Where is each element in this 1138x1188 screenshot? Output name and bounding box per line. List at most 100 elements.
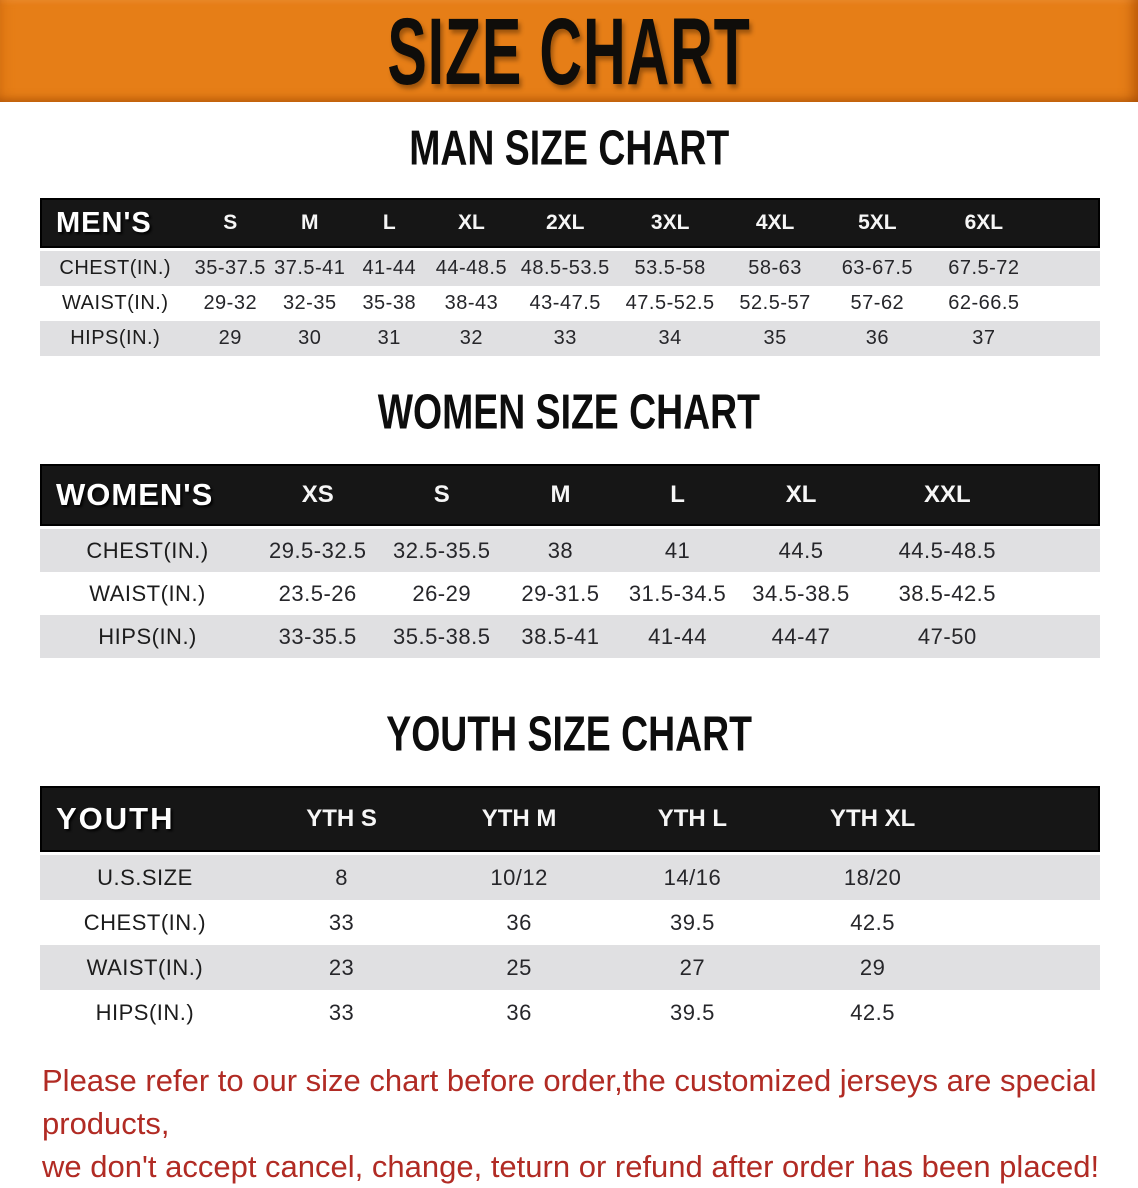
youth-table-header-row: YOUTH YTH S YTH M YTH L YTH XL bbox=[40, 786, 1100, 852]
measurement-row: WAIST(IN.) 23.5-26 26-29 29-31.5 31.5-34.5 34… bbox=[40, 572, 1100, 615]
measurement-row-label: CHEST(IN.) bbox=[40, 900, 250, 945]
size-value-cell: 52.5-57 bbox=[723, 286, 827, 321]
size-value-cell: 35 bbox=[723, 321, 827, 356]
size-value-cell: 44.5-48.5 bbox=[864, 529, 1030, 572]
size-value-cell: 31 bbox=[349, 321, 430, 356]
size-value-cell: 23 bbox=[249, 945, 434, 990]
row-filler bbox=[1039, 251, 1100, 286]
header-spacer-cell bbox=[40, 248, 1100, 251]
size-value-cell: 34 bbox=[616, 321, 724, 356]
size-value-cell: 38-43 bbox=[429, 286, 514, 321]
size-value-cell: 36 bbox=[826, 321, 929, 356]
size-value-cell: 57-62 bbox=[826, 286, 929, 321]
measurement-row: WAIST(IN.) 23 25 27 29 bbox=[40, 945, 1100, 990]
size-column-header: XS bbox=[255, 464, 381, 526]
size-value-cell: 35.5-38.5 bbox=[380, 615, 504, 658]
measurement-row-label: HIPS(IN.) bbox=[40, 615, 256, 658]
women-table-header-row: WOMEN'S XS S M L XL XXL bbox=[40, 464, 1100, 526]
size-value-cell: 33-35.5 bbox=[255, 615, 381, 658]
size-column-header: 6XL bbox=[928, 198, 1040, 248]
size-value-cell: 58-63 bbox=[723, 251, 827, 286]
measurement-row-label: CHEST(IN.) bbox=[40, 529, 256, 572]
size-value-cell: 63-67.5 bbox=[826, 251, 929, 286]
measurement-row: WAIST(IN.) 29-32 32-35 35-38 38-43 43-47.5 47.… bbox=[40, 286, 1100, 321]
size-value-cell: 27 bbox=[604, 945, 780, 990]
size-column-header: XL bbox=[737, 464, 865, 526]
size-value-cell: 38 bbox=[503, 529, 618, 572]
row-filler bbox=[965, 990, 1100, 1035]
size-value-cell: 32 bbox=[429, 321, 514, 356]
size-value-cell: 18/20 bbox=[779, 855, 966, 900]
row-filler bbox=[1029, 529, 1100, 572]
size-column-header: S bbox=[190, 198, 271, 248]
row-filler bbox=[965, 900, 1100, 945]
measurement-row: U.S.SIZE 8 10/12 14/16 18/20 bbox=[40, 855, 1100, 900]
header-spacer-cell bbox=[40, 852, 1100, 855]
youth-section-title-text: YOUTH SIZE CHART bbox=[386, 707, 752, 762]
measurement-row-label: WAIST(IN.) bbox=[40, 945, 250, 990]
measurement-row-label: HIPS(IN.) bbox=[40, 321, 191, 356]
measurement-row-label: HIPS(IN.) bbox=[40, 990, 250, 1035]
size-value-cell: 62-66.5 bbox=[928, 286, 1040, 321]
women-section-title-text: WOMEN SIZE CHART bbox=[377, 385, 761, 440]
size-column-header: M bbox=[503, 464, 618, 526]
men-size-table: MEN'S S M L XL 2XL 3XL 4XL 5XL 6XL CHEST(IN.) 35-37… bbox=[40, 198, 1100, 356]
measurement-row: HIPS(IN.) 33-35.5 35.5-38.5 38.5-41 41-44 44-… bbox=[40, 615, 1100, 658]
size-value-cell: 44-47 bbox=[737, 615, 865, 658]
header-filler bbox=[1029, 464, 1100, 526]
size-value-cell: 14/16 bbox=[604, 855, 780, 900]
banner-title: SIZE CHART bbox=[387, 0, 751, 105]
row-filler bbox=[1039, 321, 1100, 356]
size-value-cell: 26-29 bbox=[380, 572, 504, 615]
size-value-cell: 36 bbox=[433, 900, 605, 945]
size-column-header: YTH M bbox=[433, 786, 605, 852]
size-value-cell: 43-47.5 bbox=[513, 286, 617, 321]
size-column-header: 3XL bbox=[616, 198, 724, 248]
row-filler bbox=[1029, 572, 1100, 615]
size-value-cell: 34.5-38.5 bbox=[737, 572, 865, 615]
header-spacer-row bbox=[40, 248, 1100, 251]
size-value-cell: 42.5 bbox=[779, 990, 966, 1035]
size-value-cell: 47-50 bbox=[864, 615, 1030, 658]
size-value-cell: 32.5-35.5 bbox=[380, 529, 504, 572]
size-column-header: 4XL bbox=[723, 198, 827, 248]
size-value-cell: 29-32 bbox=[190, 286, 271, 321]
size-value-cell: 33 bbox=[249, 990, 434, 1035]
measurement-row: CHEST(IN.) 35-37.5 37.5-41 41-44 44-48.5 48.5… bbox=[40, 251, 1100, 286]
women-section-title: WOMEN SIZE CHART bbox=[0, 385, 1138, 440]
size-value-cell: 36 bbox=[433, 990, 605, 1035]
size-value-cell: 37 bbox=[928, 321, 1040, 356]
row-filler bbox=[1029, 615, 1100, 658]
measurement-row-label: U.S.SIZE bbox=[40, 855, 250, 900]
size-value-cell: 42.5 bbox=[779, 900, 966, 945]
measurement-row-label: CHEST(IN.) bbox=[40, 251, 191, 286]
measurement-row-label: WAIST(IN.) bbox=[40, 286, 191, 321]
size-column-header: 5XL bbox=[826, 198, 929, 248]
size-value-cell: 53.5-58 bbox=[616, 251, 724, 286]
size-value-cell: 31.5-34.5 bbox=[617, 572, 738, 615]
women-table-label: WOMEN'S bbox=[40, 464, 256, 526]
header-spacer-row bbox=[40, 526, 1100, 529]
size-value-cell: 41 bbox=[617, 529, 738, 572]
men-section-title: MAN SIZE CHART bbox=[0, 121, 1138, 176]
size-column-header: L bbox=[349, 198, 430, 248]
size-value-cell: 38.5-42.5 bbox=[864, 572, 1030, 615]
row-filler bbox=[965, 855, 1100, 900]
size-value-cell: 47.5-52.5 bbox=[616, 286, 724, 321]
size-chart-banner: SIZE CHART bbox=[0, 0, 1138, 105]
youth-table-label: YOUTH bbox=[40, 786, 250, 852]
size-value-cell: 41-44 bbox=[617, 615, 738, 658]
header-filler bbox=[965, 786, 1100, 852]
youth-size-table: YOUTH YTH S YTH M YTH L YTH XL U.S.SIZE 8 10/12… bbox=[40, 786, 1100, 1035]
size-column-header: YTH XL bbox=[779, 786, 966, 852]
measurement-row: HIPS(IN.) 29 30 31 32 33 34 35 36 37 bbox=[40, 321, 1100, 356]
header-spacer-cell bbox=[40, 526, 1100, 529]
size-value-cell: 44-48.5 bbox=[429, 251, 514, 286]
size-value-cell: 44.5 bbox=[737, 529, 865, 572]
size-value-cell: 32-35 bbox=[270, 286, 350, 321]
size-value-cell: 29 bbox=[190, 321, 271, 356]
men-table-header-row: MEN'S S M L XL 2XL 3XL 4XL 5XL 6XL bbox=[40, 198, 1100, 248]
size-column-header: XL bbox=[429, 198, 514, 248]
measurement-row: HIPS(IN.) 33 36 39.5 42.5 bbox=[40, 990, 1100, 1035]
row-filler bbox=[965, 945, 1100, 990]
